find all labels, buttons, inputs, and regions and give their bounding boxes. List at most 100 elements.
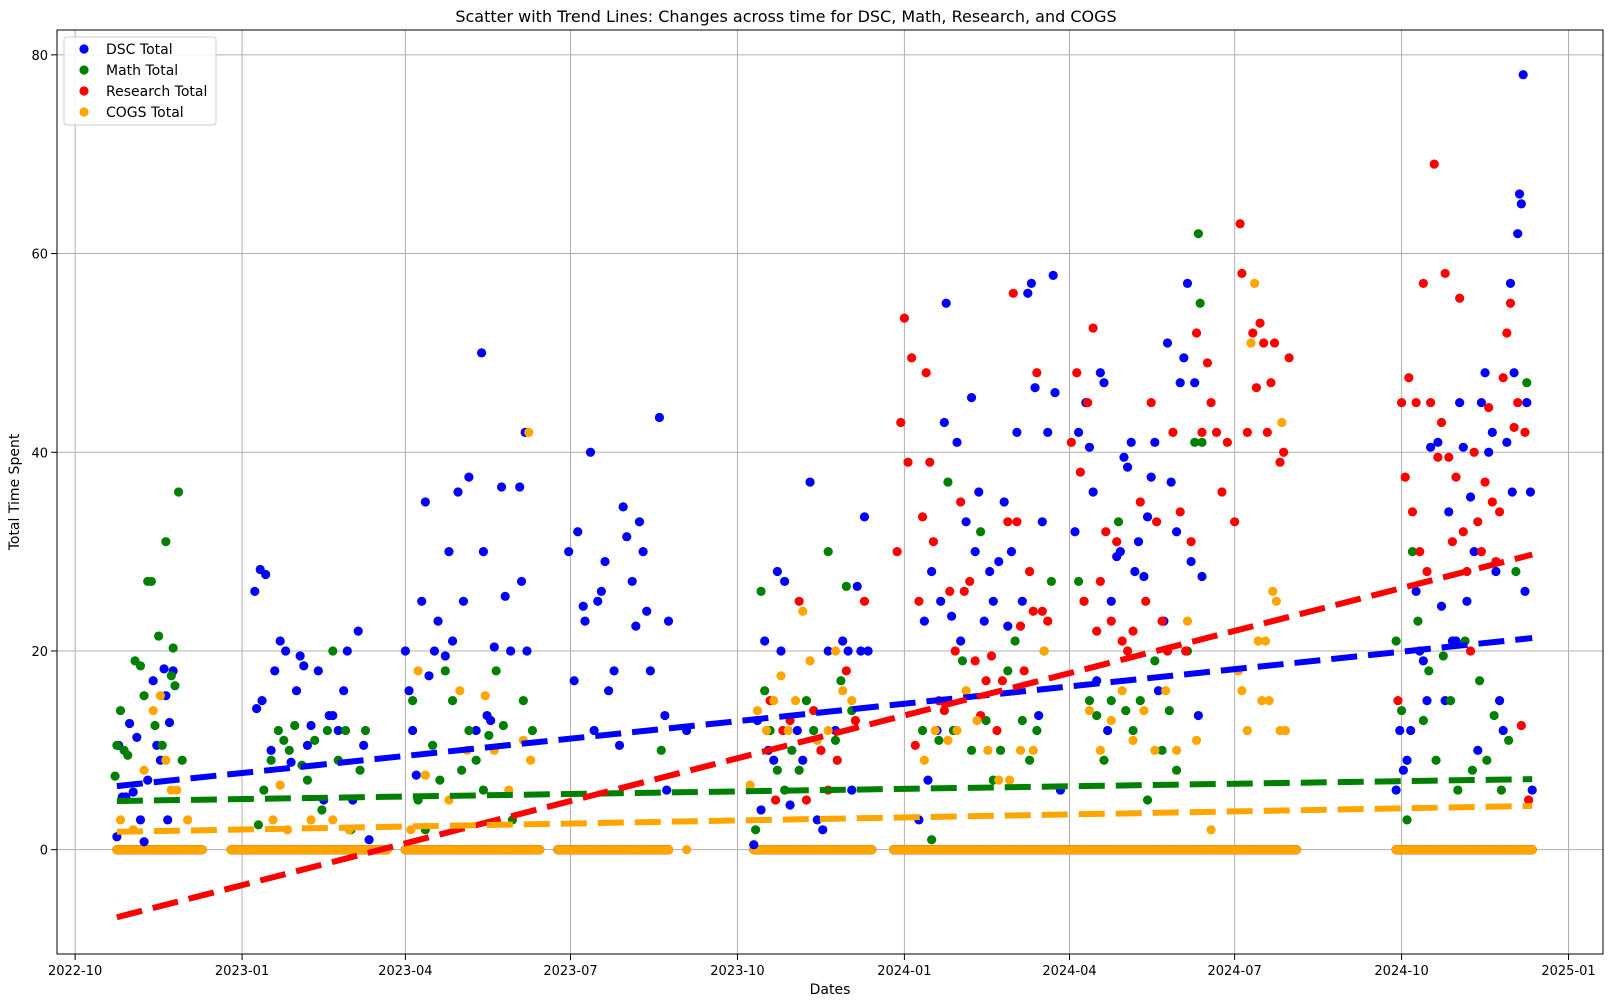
point-0-143 — [1006, 547, 1017, 557]
point-0-27 — [286, 757, 296, 767]
point-0-158 — [1084, 442, 1095, 452]
point-1-99 — [1142, 795, 1153, 805]
point-2-11 — [850, 715, 861, 726]
point-1-122 — [1475, 676, 1485, 686]
point-2-57 — [1112, 537, 1122, 547]
point-0-106 — [780, 576, 790, 587]
point-1-54 — [656, 745, 666, 755]
point-2-65 — [1157, 616, 1167, 626]
point-2-95 — [1404, 373, 1414, 383]
point-2-92 — [1393, 696, 1403, 706]
point-0-63 — [486, 715, 496, 726]
point-0-193 — [1411, 586, 1421, 596]
point-0-65 — [496, 482, 507, 492]
point-3-61 — [1161, 686, 1171, 696]
point-0-195 — [1418, 656, 1428, 666]
point-2-110 — [1458, 527, 1468, 537]
point-2-82 — [1248, 328, 1258, 338]
point-1-30 — [322, 725, 332, 736]
point-1-81 — [995, 745, 1006, 755]
point-1-33 — [340, 725, 351, 736]
x-axis-label: Dates — [810, 982, 851, 998]
point-2-86 — [1262, 427, 1272, 437]
point-1-85 — [1025, 755, 1035, 765]
point-2-104 — [1436, 417, 1447, 428]
point-0-51 — [429, 646, 440, 656]
point-0-47 — [411, 770, 421, 780]
point-1-92 — [1092, 710, 1102, 721]
point-0-206 — [1462, 596, 1472, 606]
point-1-36 — [360, 725, 371, 736]
point-0-172 — [1139, 571, 1149, 582]
point-1-115 — [1424, 666, 1434, 676]
point-3-16 — [413, 666, 423, 676]
point-0-224 — [1518, 70, 1528, 80]
legend: DSC Total Math Total Research Total COGS To… — [63, 36, 217, 126]
point-2-6 — [809, 705, 819, 716]
point-1-111 — [1402, 815, 1412, 825]
point-0-141 — [999, 497, 1009, 507]
point-0-19 — [252, 703, 262, 714]
point-2-89 — [1275, 457, 1285, 467]
point-1-25 — [290, 720, 300, 731]
point-2-53 — [1092, 626, 1102, 636]
point-0-43 — [364, 835, 374, 845]
point-0-83 — [609, 666, 619, 676]
point-1-10 — [150, 720, 160, 731]
point-0-221 — [1513, 229, 1523, 239]
point-2-72 — [1197, 427, 1207, 437]
trend-line-0 — [116, 635, 1533, 790]
legend-label-2: Research Total — [106, 84, 207, 100]
point-0-79 — [593, 596, 603, 606]
point-0-125 — [927, 566, 937, 577]
zero-point-3-0 — [197, 845, 207, 855]
point-0-205 — [1458, 442, 1468, 452]
point-3-0 — [115, 815, 126, 825]
point-0-112 — [818, 825, 828, 835]
point-0-21 — [257, 696, 267, 706]
point-0-78 — [589, 725, 599, 736]
point-3-40 — [838, 686, 848, 696]
point-0-175 — [1150, 437, 1160, 447]
point-0-80 — [596, 586, 606, 596]
point-0-196 — [1422, 696, 1432, 706]
point-1-57 — [760, 686, 770, 696]
point-2-122 — [1502, 328, 1512, 338]
point-1-41 — [435, 775, 445, 785]
point-1-27 — [302, 775, 313, 785]
point-1-73 — [934, 735, 944, 745]
point-3-4 — [155, 691, 166, 701]
point-2-128 — [1524, 795, 1534, 805]
point-2-42 — [1025, 566, 1035, 577]
point-0-37 — [333, 725, 343, 736]
point-1-94 — [1106, 696, 1116, 706]
point-1-98 — [1135, 696, 1145, 706]
y-tick-label-1: 20 — [31, 645, 48, 660]
plot-frame — [56, 29, 1604, 955]
x-tick-label-6: 2024-04 — [1042, 964, 1096, 979]
point-1-45 — [464, 725, 474, 736]
point-2-29 — [959, 586, 969, 596]
point-0-163 — [1103, 725, 1113, 736]
point-0-67 — [506, 646, 516, 656]
point-3-21 — [480, 691, 490, 701]
point-1-63 — [801, 696, 812, 706]
point-0-31 — [302, 740, 313, 750]
point-0-191 — [1402, 755, 1412, 765]
point-2-14 — [896, 417, 906, 428]
point-2-102 — [1429, 159, 1439, 169]
point-0-119 — [856, 646, 866, 656]
point-0-69 — [516, 576, 527, 587]
y-tick-label-3: 60 — [31, 248, 48, 263]
point-0-110 — [805, 477, 815, 487]
x-tick-label-0: 2022-10 — [48, 964, 102, 979]
point-0-219 — [1507, 487, 1517, 497]
point-1-31 — [328, 646, 338, 656]
point-3-13 — [328, 815, 338, 825]
point-0-188 — [1391, 785, 1401, 795]
point-2-44 — [1032, 368, 1042, 378]
point-1-44 — [457, 765, 467, 775]
point-2-105 — [1440, 268, 1450, 279]
point-1-20 — [259, 785, 269, 795]
point-0-162 — [1099, 378, 1109, 388]
